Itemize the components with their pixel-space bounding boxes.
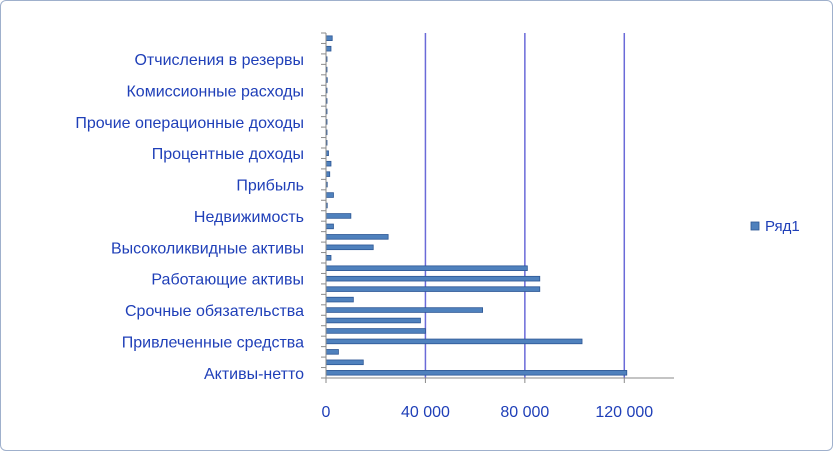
bar-9 [325, 275, 541, 282]
category-label-27: Комиссионные расходы [126, 84, 304, 101]
category-labels: Активы-нетто Привлеченные средства Срочные… [75, 52, 304, 383]
bar-11 [325, 255, 332, 261]
bar-31 [325, 45, 332, 52]
x-tick-label-3: 120 000 [595, 404, 653, 421]
x-tick-label-2: 80 000 [500, 404, 549, 421]
axes [321, 32, 674, 383]
bar-17 [325, 192, 334, 198]
category-label-12: Высоколиквидные активы [111, 240, 304, 257]
x-tick-label-0: 0 [322, 404, 331, 421]
bar-20 [325, 160, 332, 167]
tick-labels: 0 40 000 80 000 120 000 [322, 404, 654, 421]
bar-15 [325, 213, 352, 219]
bar-5 [325, 317, 421, 324]
bar-12 [325, 244, 374, 251]
category-label-24: Прочие операционные доходы [75, 115, 304, 132]
x-tick-label-1: 40 000 [401, 404, 450, 421]
bar-4 [325, 328, 426, 334]
grid-lines [424, 33, 626, 378]
bars [325, 35, 628, 376]
bar-13 [325, 234, 389, 240]
bar-0 [325, 370, 628, 376]
bar-6 [325, 307, 484, 313]
category-label-15: Недвижимость [194, 209, 304, 226]
bar-2 [325, 349, 339, 355]
bar-7 [325, 296, 354, 303]
bar-10 [325, 265, 528, 271]
bar-3 [325, 338, 583, 345]
category-label-0: Активы-нетто [204, 366, 304, 383]
legend: Ряд1 [750, 218, 800, 235]
category-label-9: Работающие активы [151, 272, 304, 289]
category-label-30: Отчисления в резервы [134, 52, 304, 69]
bar-32 [325, 35, 333, 41]
bar-19 [325, 171, 331, 177]
category-label-21: Процентные доходы [152, 146, 304, 163]
legend-swatch [750, 221, 760, 231]
legend-label: Ряд1 [765, 218, 800, 235]
category-label-18: Прибыль [236, 178, 304, 195]
bar-1 [325, 359, 364, 366]
category-label-6: Срочные обязательства [125, 303, 304, 320]
bar-8 [325, 286, 541, 292]
category-label-3: Привлеченные средства [122, 334, 304, 351]
bar-14 [325, 223, 334, 230]
